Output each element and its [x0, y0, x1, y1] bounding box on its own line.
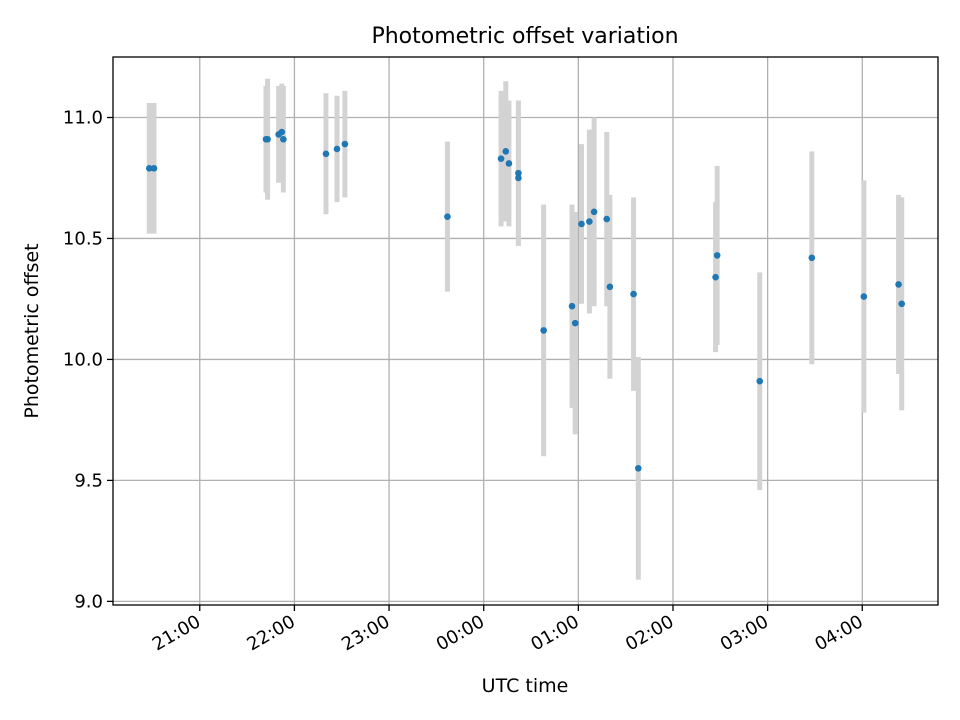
x-axis-label: UTC time — [482, 675, 569, 697]
data-point — [515, 169, 522, 177]
data-point — [444, 213, 451, 220]
data-point — [756, 377, 764, 385]
data-point — [505, 160, 513, 167]
data-point — [515, 174, 522, 182]
y-axis-label: Photometric offset — [21, 243, 43, 418]
data-point — [586, 218, 593, 225]
data-point — [713, 252, 721, 259]
data-point — [578, 220, 585, 228]
y-tick-label: 9.5 — [74, 470, 103, 491]
data-point — [150, 164, 158, 172]
chart-title: Photometric offset variation — [371, 24, 678, 49]
data-point — [603, 215, 611, 223]
data-point — [322, 150, 330, 158]
data-point — [540, 327, 547, 334]
data-point — [630, 290, 637, 298]
data-point — [634, 465, 642, 472]
data-point — [280, 135, 287, 143]
y-tick-label: 9.0 — [74, 591, 103, 612]
data-point — [497, 155, 505, 162]
data-point — [333, 145, 341, 153]
data-point — [264, 135, 271, 143]
data-point — [341, 140, 349, 148]
data-point — [712, 273, 719, 281]
data-point — [568, 302, 576, 310]
data-point — [502, 148, 510, 155]
data-point — [590, 208, 598, 216]
data-points — [145, 128, 906, 472]
data-point — [571, 319, 579, 327]
y-tick-label: 10.5 — [63, 228, 103, 249]
plot-frame — [112, 56, 939, 606]
data-point — [278, 128, 286, 136]
data-point — [145, 164, 153, 172]
grid-lines — [113, 57, 938, 605]
y-tick-label: 10.0 — [63, 349, 103, 370]
data-point — [895, 281, 902, 288]
y-tick-label: 11.0 — [63, 107, 103, 128]
data-point — [860, 293, 868, 300]
data-point — [898, 300, 906, 308]
y-axis-ticks: 9.0 9.5 10.0 10.5 11.0 — [63, 107, 113, 612]
data-point — [606, 283, 614, 291]
data-point — [808, 254, 816, 262]
